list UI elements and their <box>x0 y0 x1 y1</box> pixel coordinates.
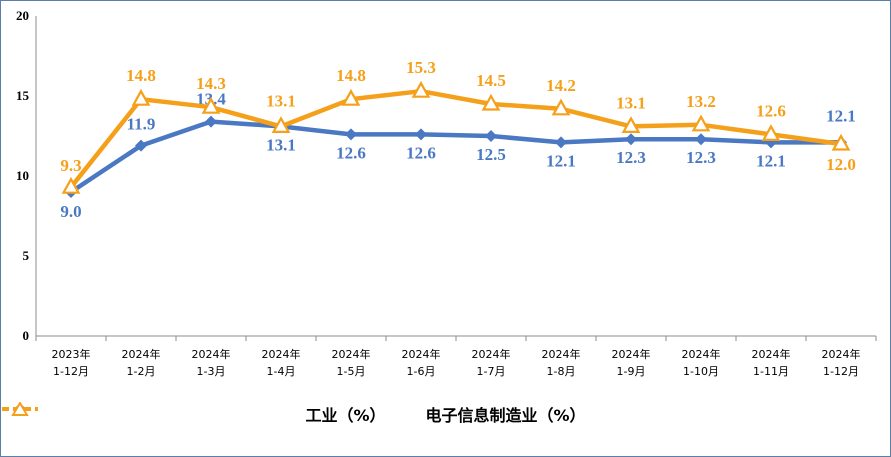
x-tick-label-period: 1-12月 <box>53 365 89 378</box>
data-label: 14.8 <box>126 66 156 85</box>
series-point-diamond <box>415 128 427 141</box>
y-tick-label: 5 <box>23 248 30 263</box>
x-tick-label-year: 2024年 <box>682 347 721 361</box>
x-tick-label-period: 1-4月 <box>267 365 296 378</box>
x-tick-label-period: 1-7月 <box>477 365 506 378</box>
data-label: 12.1 <box>826 106 856 125</box>
series-point-triangle <box>481 93 501 111</box>
x-tick-label-year: 2023年 <box>52 347 91 361</box>
series-point-diamond <box>135 139 147 152</box>
data-label: 12.6 <box>406 143 436 162</box>
x-tick-label-year: 2024年 <box>402 347 441 361</box>
data-label: 15.3 <box>406 58 436 77</box>
data-label: 12.1 <box>546 151 576 170</box>
series-line-0 <box>69 119 841 194</box>
series-point-triangle <box>271 116 291 133</box>
data-label: 14.8 <box>336 66 366 85</box>
legend-label-electronics: 电子信息制造业（%） <box>425 406 586 425</box>
x-tick-label-year: 2024年 <box>192 347 231 361</box>
data-label: 14.3 <box>196 74 226 93</box>
x-tick-label-period: 1-8月 <box>547 365 576 378</box>
series-point-diamond <box>625 133 637 146</box>
data-label: 9.3 <box>60 156 81 175</box>
x-tick-label-period: 1-9月 <box>617 365 646 378</box>
legend-item-electronics: 电子信息制造业（%） <box>2 402 586 426</box>
series-point-diamond <box>345 128 357 141</box>
data-label: 12.6 <box>336 143 366 162</box>
series-point-triangle <box>621 116 641 133</box>
data-label: 14.2 <box>546 76 576 95</box>
data-label: 12.0 <box>826 155 856 174</box>
data-label: 13.1 <box>616 93 646 112</box>
x-tick-label-period: 1-3月 <box>197 365 226 378</box>
data-label: 13.1 <box>266 135 296 154</box>
x-tick-label-period: 1-2月 <box>127 365 156 378</box>
series-point-diamond <box>485 130 497 142</box>
x-tick-label-year: 2024年 <box>472 347 511 361</box>
data-label: 14.5 <box>476 71 506 90</box>
x-tick-label-period: 1-5月 <box>337 365 366 378</box>
series-point-triangle <box>131 88 151 106</box>
x-tick-label-period: 1-10月 <box>683 365 719 378</box>
data-label: 12.3 <box>686 148 716 167</box>
x-tick-label-period: 1-12月 <box>823 365 859 378</box>
series-point-triangle <box>61 176 81 194</box>
series-line-1 <box>69 88 842 189</box>
legend-swatch-electronics <box>2 402 38 416</box>
series-point-triangle <box>551 98 571 116</box>
x-tick-label-year: 2024年 <box>822 347 861 361</box>
x-tick-label-year: 2024年 <box>262 347 301 361</box>
series-point-triangle <box>341 88 361 106</box>
x-tick-label-year: 2024年 <box>752 347 791 361</box>
series-point-triangle <box>411 80 431 98</box>
legend-label-industry: 工业（%） <box>305 406 386 425</box>
x-tick-label-year: 2024年 <box>612 347 651 361</box>
series-point-diamond <box>695 133 707 146</box>
data-label: 12.5 <box>476 145 506 164</box>
data-label: 13.1 <box>266 91 296 110</box>
series-point-triangle <box>201 96 221 114</box>
x-tick-label-year: 2024年 <box>332 347 371 361</box>
y-tick-label: 10 <box>16 168 29 183</box>
data-label: 12.6 <box>756 101 786 120</box>
series-point-triangle <box>831 133 851 151</box>
x-tick-label-period: 1-6月 <box>407 365 436 378</box>
data-label: 9.0 <box>60 202 81 221</box>
chart-legend: 工业（%） 电子信息制造业（%） <box>0 402 891 426</box>
data-label: 11.9 <box>127 115 156 134</box>
data-label: 12.1 <box>756 151 786 170</box>
x-tick-label-period: 1-11月 <box>753 365 789 378</box>
series-point-triangle <box>761 124 781 141</box>
y-tick-label: 20 <box>16 8 29 23</box>
y-tick-label: 15 <box>16 88 30 103</box>
series-point-triangle <box>691 114 711 132</box>
series-point-diamond <box>555 136 567 149</box>
series-point-diamond <box>205 115 217 128</box>
x-tick-label-year: 2024年 <box>122 347 161 361</box>
data-label: 12.3 <box>616 148 646 167</box>
y-tick-label: 0 <box>23 328 30 343</box>
x-tick-label-year: 2024年 <box>542 347 581 361</box>
data-label: 13.2 <box>686 92 716 111</box>
legend-item-industry: 工业（%） <box>2 402 386 426</box>
